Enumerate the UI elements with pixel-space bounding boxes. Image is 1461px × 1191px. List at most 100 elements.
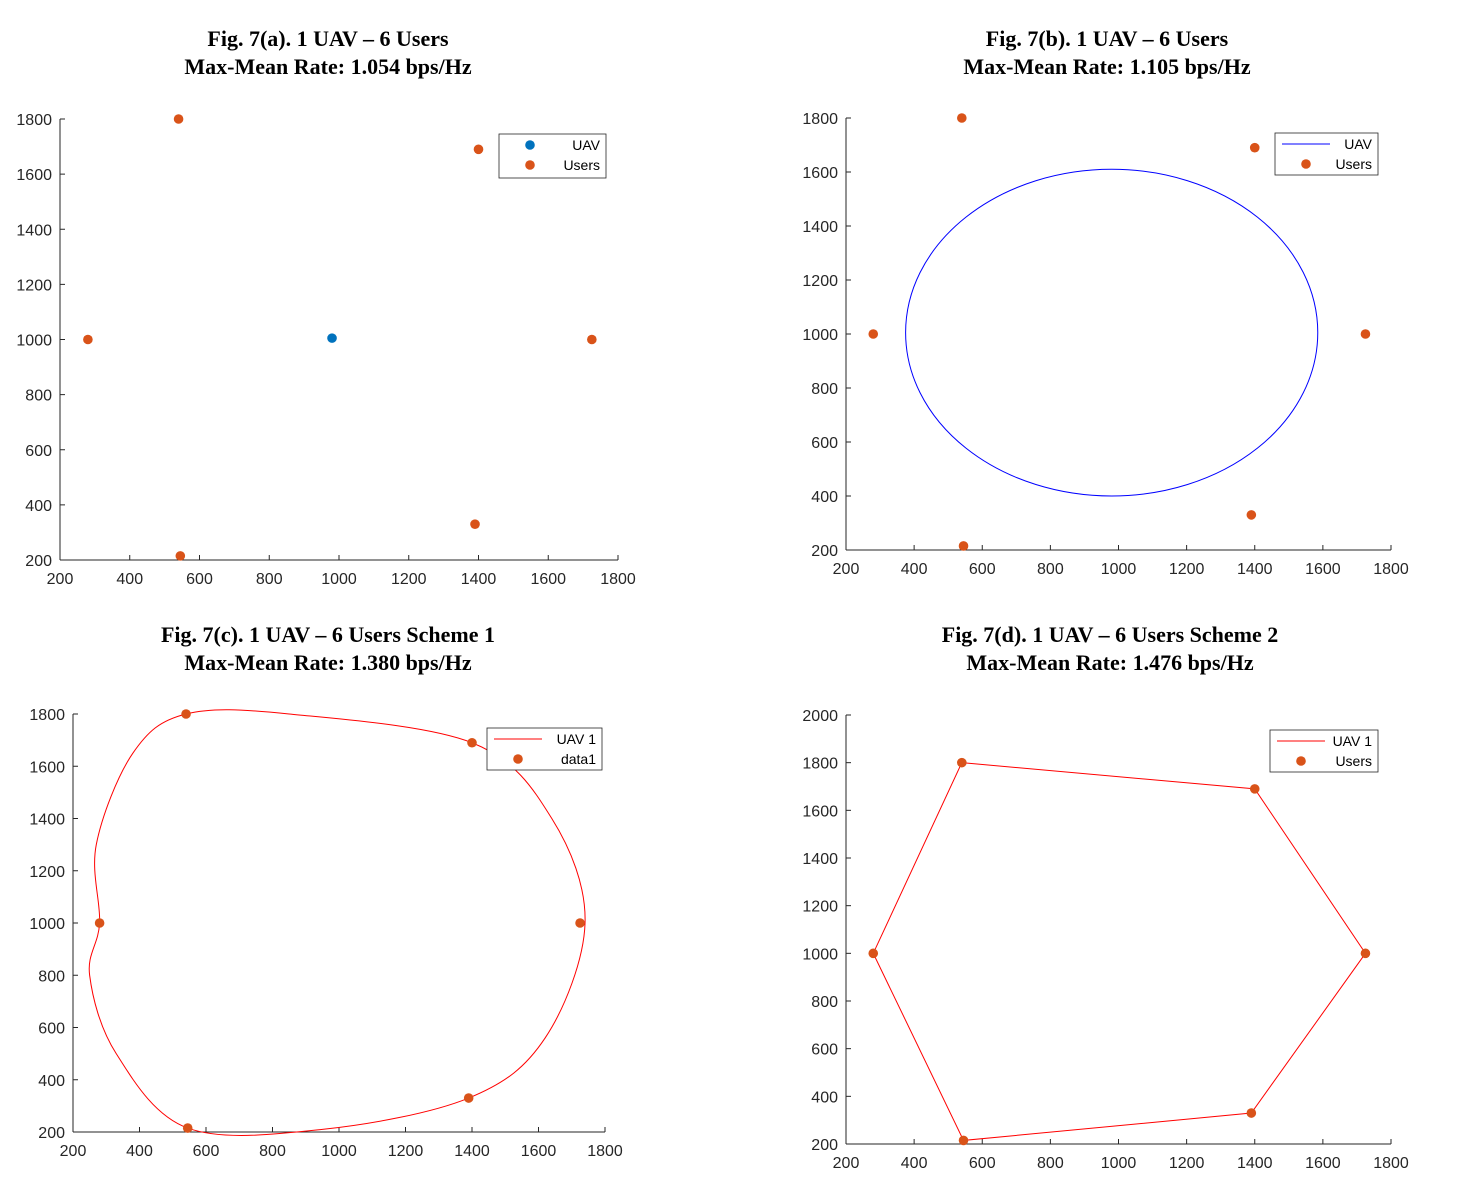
x-tick-label: 1000 xyxy=(321,1143,357,1160)
y-tick-label: 2000 xyxy=(802,708,838,725)
data-point-users xyxy=(868,329,879,339)
uav-trajectory xyxy=(872,762,1367,1141)
y-tick-label: 600 xyxy=(811,1042,838,1059)
x-tick-label: 200 xyxy=(60,1143,87,1160)
data-point-users xyxy=(173,114,184,124)
y-tick-label: 400 xyxy=(38,1073,65,1090)
uav-trajectory xyxy=(88,709,586,1136)
x-tick-label: 1600 xyxy=(521,1143,557,1160)
legend: UAV 1 data1 xyxy=(486,727,603,771)
legend: UAV 1 Users xyxy=(1269,729,1379,773)
x-tick-label: 600 xyxy=(193,1143,220,1160)
y-tick-label: 200 xyxy=(38,1125,65,1142)
x-tick-label: 600 xyxy=(969,561,996,578)
legend-label: UAV xyxy=(572,137,600,153)
data-point-users xyxy=(868,948,879,959)
x-tick-label: 800 xyxy=(259,1143,286,1160)
y-tick-label: 1600 xyxy=(29,759,65,776)
data-point-users xyxy=(83,334,93,345)
chart-subtitle: Max-Mean Rate: 1.476 bps/Hz xyxy=(966,650,1253,675)
x-tick-label: 1400 xyxy=(461,571,497,588)
chart-panel-a: Fig. 7(a). 1 UAV – 6 Users Max-Mean Rate:… xyxy=(16,26,635,588)
y-tick-label: 1000 xyxy=(16,333,52,350)
chart-subtitle: Max-Mean Rate: 1.054 bps/Hz xyxy=(184,54,471,79)
y-tick-label: 1800 xyxy=(802,756,838,773)
y-tick-label: 1800 xyxy=(16,112,52,129)
x-tick-label: 1400 xyxy=(1237,561,1273,578)
chart-subtitle: Max-Mean Rate: 1.105 bps/Hz xyxy=(963,54,1250,79)
x-tick-label: 400 xyxy=(126,1143,153,1160)
y-tick-label: 600 xyxy=(811,435,838,452)
x-tick-label: 400 xyxy=(901,561,928,578)
legend: UAV Users xyxy=(1274,132,1379,176)
x-tick-label: 1400 xyxy=(1237,1155,1273,1172)
legend-label: UAV xyxy=(1344,136,1372,152)
data-point-data1 xyxy=(467,737,477,748)
chart-panel-c: Fig. 7(c). 1 UAV – 6 Users Scheme 1 Max-M… xyxy=(29,622,622,1160)
x-tick-label: 600 xyxy=(186,571,213,588)
chart-title: Fig. 7(b). 1 UAV – 6 Users xyxy=(986,26,1229,51)
y-tick-label: 600 xyxy=(25,443,52,460)
y-tick-label: 1400 xyxy=(16,222,52,239)
data-point-users xyxy=(958,541,969,551)
x-tick-label: 400 xyxy=(901,1155,928,1172)
chart-subtitle: Max-Mean Rate: 1.380 bps/Hz xyxy=(184,650,471,675)
data-point-users xyxy=(1360,948,1371,959)
x-tick-label: 1200 xyxy=(388,1143,424,1160)
x-tick-label: 1200 xyxy=(1169,1155,1205,1172)
data-point-users xyxy=(1246,1108,1257,1118)
x-tick-label: 800 xyxy=(1037,1155,1064,1172)
y-tick-label: 1000 xyxy=(802,946,838,963)
legend-label: UAV 1 xyxy=(1333,733,1373,749)
x-tick-label: 200 xyxy=(833,561,860,578)
data-point-users xyxy=(1246,510,1257,520)
x-tick-label: 1800 xyxy=(1373,561,1409,578)
x-tick-label: 1000 xyxy=(1101,1155,1137,1172)
y-tick-label: 400 xyxy=(25,498,52,515)
chart-title: Fig. 7(d). 1 UAV – 6 Users Scheme 2 xyxy=(942,622,1279,647)
data-point-users xyxy=(1360,329,1371,339)
x-tick-label: 200 xyxy=(47,571,74,588)
data-point-users xyxy=(175,551,186,561)
data-point-data1 xyxy=(94,918,105,928)
data-point-users xyxy=(957,757,967,768)
y-tick-label: 1000 xyxy=(29,916,65,933)
legend-box xyxy=(486,727,603,771)
legend-box xyxy=(498,133,607,179)
y-tick-label: 400 xyxy=(811,1089,838,1106)
y-tick-label: 1200 xyxy=(29,864,65,881)
legend-box xyxy=(1274,132,1379,176)
x-tick-label: 1800 xyxy=(1373,1155,1409,1172)
y-tick-label: 800 xyxy=(811,994,838,1011)
data-point-users xyxy=(1249,784,1260,794)
y-tick-label: 1400 xyxy=(802,219,838,236)
x-tick-label: 1600 xyxy=(530,571,566,588)
data-point-users xyxy=(473,144,484,155)
x-tick-label: 200 xyxy=(833,1155,860,1172)
chart-panel-d: Fig. 7(d). 1 UAV – 6 Users Scheme 2 Max-M… xyxy=(802,622,1408,1172)
x-tick-label: 1000 xyxy=(1101,561,1137,578)
data-point-users xyxy=(957,113,967,123)
data-point-users xyxy=(1249,142,1260,153)
legend: UAV Users xyxy=(498,133,607,179)
y-tick-label: 1400 xyxy=(29,812,65,829)
y-tick-label: 1200 xyxy=(802,899,838,916)
x-tick-label: 600 xyxy=(969,1155,996,1172)
y-tick-label: 1200 xyxy=(16,277,52,294)
y-tick-label: 1600 xyxy=(16,167,52,184)
y-tick-label: 800 xyxy=(25,388,52,405)
y-tick-label: 200 xyxy=(25,553,52,570)
legend-marker xyxy=(1301,159,1311,169)
x-tick-label: 1600 xyxy=(1305,561,1341,578)
legend-label: Users xyxy=(563,157,600,173)
y-tick-label: 1200 xyxy=(802,273,838,290)
y-tick-label: 800 xyxy=(38,968,65,985)
x-tick-label: 1200 xyxy=(1169,561,1205,578)
data-point-data1 xyxy=(182,1123,193,1133)
data-point-uav xyxy=(327,333,337,343)
y-tick-label: 1600 xyxy=(802,803,838,820)
chart-panel-b: Fig. 7(b). 1 UAV – 6 Users Max-Mean Rate:… xyxy=(802,26,1408,578)
y-tick-label: 1000 xyxy=(802,327,838,344)
legend-marker xyxy=(513,754,523,764)
